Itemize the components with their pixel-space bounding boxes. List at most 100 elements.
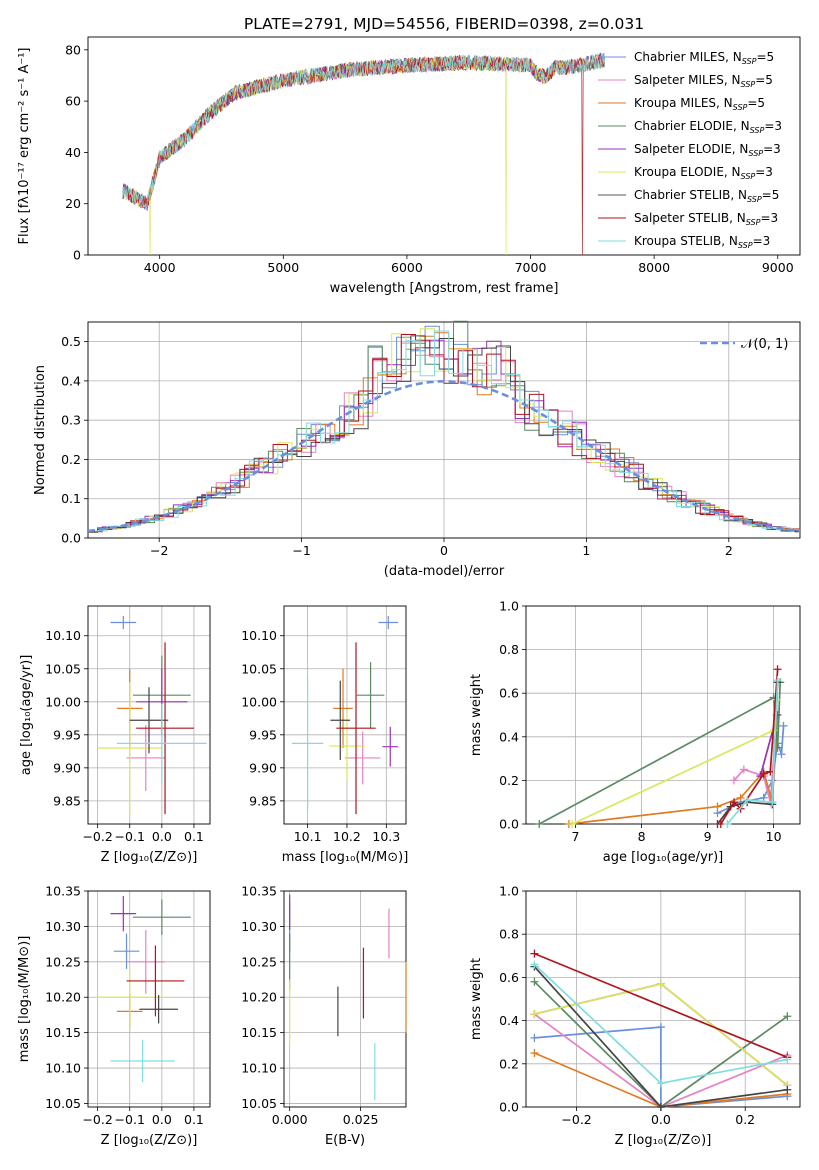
normal-curve	[87, 379, 801, 533]
x-tick-label: 8000	[638, 260, 670, 275]
residual-histogram-panel: −2 −1 0 1 2 0.0 0.1 0.2 0.3 0.4 0.5 (data-model)/er…	[33, 320, 801, 579]
mass-vs-metallicity-panel: −0.2 −0.1 0.0 0.1 10.05 10.10 10.15 10.20 10.25 1…	[17, 884, 211, 1148]
y-tick-label: 20	[65, 196, 81, 211]
mass-weight-vs-metallicity-panel: −0.2 0.0 0.2 0.0 0.2 0.4 0.6 0.8 1.0 Z [log₁₀(Z/Z…	[469, 884, 801, 1148]
marker-plus	[773, 676, 782, 685]
y-tick-label: 10.25	[45, 954, 81, 969]
spectrum-panel: 4000 5000 6000 7000 8000 9000 0 20 40 60 80 wavelen…	[17, 36, 801, 296]
y-tick-label: 9.95	[53, 727, 81, 742]
y-tick-label: 0.4	[61, 373, 81, 388]
axes-frame	[87, 36, 801, 256]
y-tick-label: 10.05	[241, 661, 277, 676]
marker-plus	[739, 765, 748, 774]
marker-plus	[783, 1055, 792, 1064]
x-tick-label: 5000	[267, 260, 299, 275]
x-tick-label: 6000	[391, 260, 423, 275]
y-tick-label: 10.20	[241, 990, 277, 1005]
spectrum-legend: Chabrier MILES, NSSP=5 Salpeter MILES, NS…	[598, 50, 782, 250]
y-tick-label: 9.85	[249, 793, 277, 808]
legend-entry: Chabrier STELIB, NSSP=5	[634, 188, 779, 204]
x-tick-label: −0.2	[82, 1112, 112, 1127]
x-tick-label: −0.1	[115, 829, 145, 844]
marker-plus	[530, 977, 539, 986]
marker-plus	[656, 979, 665, 988]
y-axis-label: mass weight	[469, 674, 484, 756]
y-tick-label: 0.8	[499, 927, 519, 942]
y-tick-label: 10.10	[45, 628, 81, 643]
y-tick-label: 10.30	[241, 919, 277, 934]
y-tick-label: 0.4	[499, 729, 519, 744]
axes-frame	[87, 605, 211, 825]
x-tick-label: 0.0	[651, 1112, 671, 1127]
x-tick-label: 0.0	[152, 829, 172, 844]
x-tick-label: −0.2	[82, 829, 112, 844]
mass-weight-line	[571, 699, 778, 825]
y-tick-label: 0.2	[499, 1056, 519, 1071]
y-tick-label: 10.05	[45, 661, 81, 676]
y-tick-label: 0.1	[61, 491, 81, 506]
y-axis-label: age [log₁₀(age/yr)]	[19, 655, 34, 776]
y-tick-label: 10.00	[45, 694, 81, 709]
y-tick-label: 0.0	[61, 531, 81, 546]
age-vs-metallicity-panel: −0.2 −0.1 0.0 0.1 9.85 9.90 9.95 10.00 10.05 10.1…	[19, 605, 211, 865]
x-tick-label: 0.2	[735, 1112, 755, 1127]
y-tick-label: 9.90	[53, 760, 81, 775]
legend-entry: Kroupa STELIB, NSSP=3	[634, 234, 770, 250]
y-tick-label: 0.3	[61, 413, 81, 428]
x-tick-label: 1	[582, 543, 590, 558]
y-tick-label: 60	[65, 94, 81, 109]
y-tick-label: 10.35	[241, 884, 277, 899]
mass-weight-line	[534, 1026, 788, 1108]
x-axis-label: Z [log₁₀(Z/Z⊙)]	[615, 1133, 712, 1148]
marker-plus	[530, 1049, 539, 1057]
y-tick-label: 9.85	[53, 793, 81, 808]
x-tick-label: 9	[704, 829, 712, 844]
y-tick-label: 10.10	[241, 628, 277, 643]
x-tick-label: 10.1	[294, 829, 322, 844]
mass-weight-line	[720, 669, 779, 825]
marker-plus	[723, 820, 732, 828]
spectrum-line	[122, 54, 606, 256]
y-tick-label: 1.0	[499, 599, 519, 614]
chart-title: PLATE=2791, MJD=54556, FIBERID=0398, z=0…	[244, 15, 644, 33]
y-tick-label: 10.05	[241, 1096, 277, 1111]
axes-frame	[525, 605, 801, 825]
y-tick-label: 80	[65, 42, 81, 57]
x-tick-label: 0.025	[343, 1112, 379, 1127]
legend-entry: Salpeter STELIB, NSSP=3	[634, 211, 778, 227]
y-tick-label: 9.95	[249, 727, 277, 742]
y-tick-label: 1.0	[499, 884, 519, 899]
x-tick-label: −0.1	[115, 1112, 145, 1127]
marker-plus	[535, 820, 544, 828]
x-tick-label: 9000	[762, 260, 794, 275]
legend-entry: Kroupa ELODIE, NSSP=3	[634, 165, 773, 181]
marker-plus	[530, 960, 539, 969]
marker-plus	[783, 1012, 792, 1021]
x-axis-label: Z [log₁₀(Z/Z⊙)]	[101, 850, 198, 865]
y-tick-label: 0.0	[499, 1100, 519, 1115]
legend-entry: Chabrier ELODIE, NSSP=3	[634, 119, 782, 135]
x-tick-label: 4000	[144, 260, 176, 275]
histogram-series	[92, 330, 800, 532]
y-tick-label: 9.90	[249, 760, 277, 775]
y-tick-label: 10.10	[241, 1061, 277, 1076]
marker-plus	[779, 721, 788, 730]
marker-plus	[783, 1085, 792, 1094]
x-tick-label: 10	[766, 829, 782, 844]
y-tick-label: 0.5	[61, 334, 81, 349]
x-tick-label: 10.2	[333, 829, 361, 844]
marker-plus	[656, 1023, 665, 1032]
axes-frame	[87, 321, 801, 539]
marker-plus	[656, 1103, 665, 1111]
mass-weight-line	[534, 952, 788, 1059]
x-axis-label: mass [log₁₀(M/M⊙)]	[282, 850, 409, 865]
x-tick-label: 0.1	[184, 829, 204, 844]
marker-plus	[777, 750, 786, 759]
legend-entry: Salpeter ELODIE, NSSP=3	[634, 142, 781, 158]
legend-entry: Kroupa MILES, NSSP=5	[634, 96, 765, 112]
y-tick-label: 10.05	[45, 1096, 81, 1111]
x-tick-label: 7000	[515, 260, 547, 275]
legend-entry: Chabrier MILES, NSSP=5	[634, 50, 774, 66]
marker-plus	[530, 949, 539, 958]
y-axis-label: Flux [fλ10⁻¹⁷ erg cm⁻² s⁻¹ A⁻¹]	[17, 48, 32, 245]
